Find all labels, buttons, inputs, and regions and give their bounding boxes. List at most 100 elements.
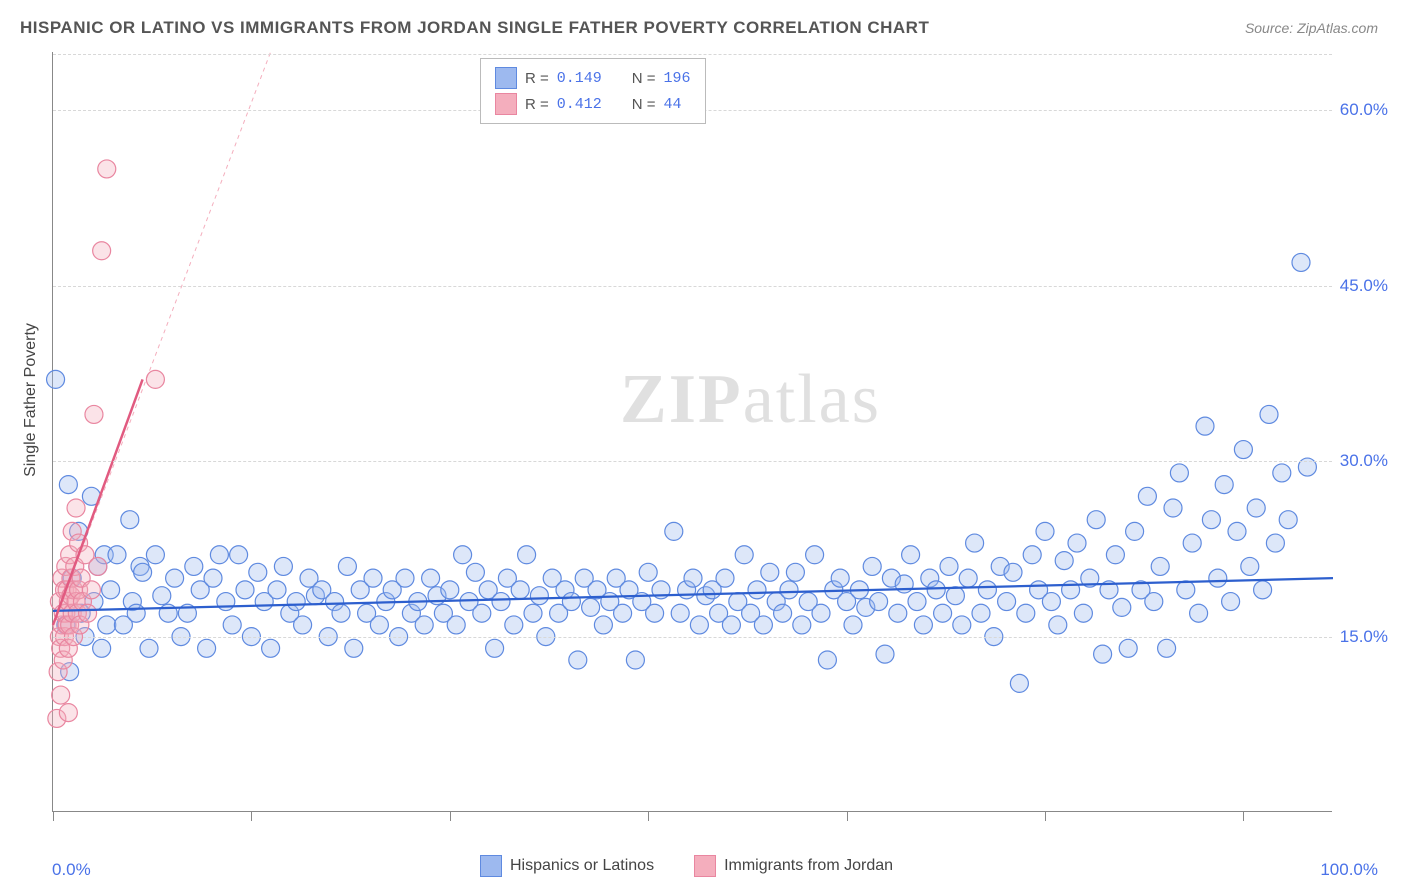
data-point-hispanics bbox=[927, 581, 945, 599]
legend-N-label: N = bbox=[632, 70, 656, 87]
legend-bottom: Hispanics or Latinos Immigrants from Jord… bbox=[480, 855, 893, 877]
data-point-jordan bbox=[52, 686, 70, 704]
data-point-jordan bbox=[79, 604, 97, 622]
legend-R-label: R = bbox=[525, 96, 549, 113]
data-point-hispanics bbox=[98, 616, 116, 634]
data-point-hispanics bbox=[364, 569, 382, 587]
data-point-hispanics bbox=[818, 651, 836, 669]
data-point-hispanics bbox=[198, 639, 216, 657]
data-point-hispanics bbox=[47, 370, 65, 388]
gridline bbox=[53, 637, 1332, 638]
data-point-hispanics bbox=[1170, 464, 1188, 482]
data-point-hispanics bbox=[217, 593, 235, 611]
data-point-hispanics bbox=[569, 651, 587, 669]
legend-swatch bbox=[694, 855, 716, 877]
data-point-hispanics bbox=[518, 546, 536, 564]
chart-title: HISPANIC OR LATINO VS IMMIGRANTS FROM JO… bbox=[20, 18, 929, 38]
data-point-hispanics bbox=[902, 546, 920, 564]
data-point-hispanics bbox=[774, 604, 792, 622]
data-point-hispanics bbox=[1279, 511, 1297, 529]
legend-item: Hispanics or Latinos bbox=[480, 855, 654, 877]
data-point-hispanics bbox=[466, 563, 484, 581]
y-axis-label: Single Father Poverty bbox=[22, 323, 40, 477]
data-point-hispanics bbox=[1202, 511, 1220, 529]
data-point-hispanics bbox=[249, 563, 267, 581]
data-point-hispanics bbox=[1055, 552, 1073, 570]
data-point-hispanics bbox=[1119, 639, 1137, 657]
x-tick bbox=[53, 811, 54, 821]
data-point-hispanics bbox=[1209, 569, 1227, 587]
data-point-hispanics bbox=[614, 604, 632, 622]
data-point-hispanics bbox=[492, 593, 510, 611]
data-point-hispanics bbox=[441, 581, 459, 599]
data-point-hispanics bbox=[1241, 557, 1259, 575]
data-point-hispanics bbox=[93, 639, 111, 657]
data-point-hispanics bbox=[1113, 598, 1131, 616]
y-tick-label: 30.0% bbox=[1340, 451, 1388, 471]
legend-label: Hispanics or Latinos bbox=[510, 857, 654, 875]
data-point-hispanics bbox=[914, 616, 932, 634]
plot-area bbox=[52, 52, 1332, 812]
y-tick-label: 45.0% bbox=[1340, 276, 1388, 296]
data-point-hispanics bbox=[274, 557, 292, 575]
legend-swatch bbox=[480, 855, 502, 877]
data-point-hispanics bbox=[505, 616, 523, 634]
data-point-hispanics bbox=[889, 604, 907, 622]
data-point-hispanics bbox=[1177, 581, 1195, 599]
data-point-hispanics bbox=[735, 546, 753, 564]
legend-stats-row: R =0.149N =196 bbox=[495, 65, 691, 91]
data-point-hispanics bbox=[1042, 593, 1060, 611]
data-point-hispanics bbox=[134, 563, 152, 581]
data-point-hispanics bbox=[722, 616, 740, 634]
legend-label: Immigrants from Jordan bbox=[724, 857, 893, 875]
x-tick bbox=[1045, 811, 1046, 821]
legend-stats-row: R =0.412N = 44 bbox=[495, 91, 691, 117]
data-point-hispanics bbox=[793, 616, 811, 634]
source-label: Source: ZipAtlas.com bbox=[1245, 20, 1378, 36]
data-point-hispanics bbox=[1158, 639, 1176, 657]
data-point-hispanics bbox=[946, 587, 964, 605]
data-point-hispanics bbox=[812, 604, 830, 622]
data-point-hispanics bbox=[1151, 557, 1169, 575]
data-point-hispanics bbox=[59, 476, 77, 494]
x-tick bbox=[648, 811, 649, 821]
legend-stats-box: R =0.149N =196R =0.412N = 44 bbox=[480, 58, 706, 124]
x-axis-max-label: 100.0% bbox=[1320, 860, 1378, 880]
data-point-hispanics bbox=[876, 645, 894, 663]
data-point-hispanics bbox=[1049, 616, 1067, 634]
data-point-hispanics bbox=[1292, 253, 1310, 271]
data-point-hispanics bbox=[121, 511, 139, 529]
data-point-hispanics bbox=[684, 569, 702, 587]
data-point-hispanics bbox=[966, 534, 984, 552]
data-point-hispanics bbox=[934, 604, 952, 622]
data-point-hispanics bbox=[1222, 593, 1240, 611]
data-point-hispanics bbox=[908, 593, 926, 611]
legend-swatch bbox=[495, 93, 517, 115]
data-point-hispanics bbox=[754, 616, 772, 634]
data-point-hispanics bbox=[690, 616, 708, 634]
data-point-hispanics bbox=[1062, 581, 1080, 599]
data-point-hispanics bbox=[639, 563, 657, 581]
data-point-jordan bbox=[89, 557, 107, 575]
data-point-hispanics bbox=[1164, 499, 1182, 517]
gridline bbox=[53, 54, 1332, 55]
data-point-jordan bbox=[146, 370, 164, 388]
legend-R-value: 0.412 bbox=[557, 96, 602, 113]
data-point-hispanics bbox=[1087, 511, 1105, 529]
data-point-hispanics bbox=[786, 563, 804, 581]
data-point-hispanics bbox=[332, 604, 350, 622]
data-point-hispanics bbox=[524, 604, 542, 622]
data-point-hispanics bbox=[268, 581, 286, 599]
data-point-hispanics bbox=[1273, 464, 1291, 482]
data-point-hispanics bbox=[594, 616, 612, 634]
y-tick-label: 60.0% bbox=[1340, 100, 1388, 120]
data-point-jordan bbox=[98, 160, 116, 178]
data-point-hispanics bbox=[562, 593, 580, 611]
data-point-hispanics bbox=[166, 569, 184, 587]
data-point-hispanics bbox=[953, 616, 971, 634]
data-point-hispanics bbox=[1190, 604, 1208, 622]
data-point-hispanics bbox=[780, 581, 798, 599]
data-point-hispanics bbox=[806, 546, 824, 564]
data-point-hispanics bbox=[671, 604, 689, 622]
legend-R-label: R = bbox=[525, 70, 549, 87]
